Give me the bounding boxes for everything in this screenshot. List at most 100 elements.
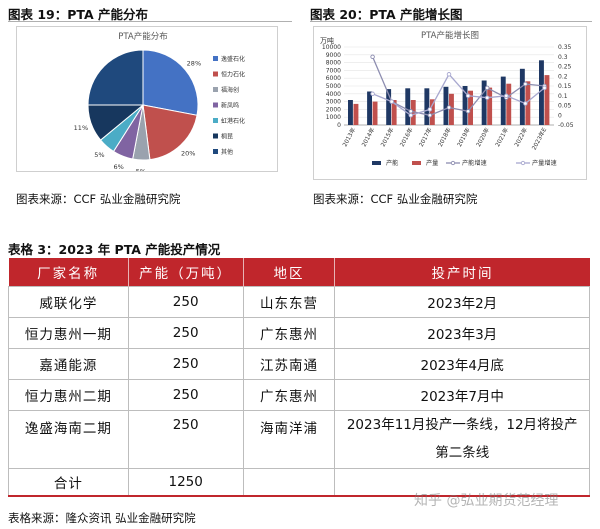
left-tick-label-6: 6000 [326,75,341,82]
table-row: 威联化学 250 山东东营 2023年2月 [8,285,590,318]
header-region: 地区 [243,258,336,286]
pie-legend-swatch-2 [213,87,218,92]
total-label: 合计 [8,467,129,497]
start-time-line-1: 2023年11月投产一条线，12月将投产 [346,417,578,433]
bar-chart-frame: PTA产能增长图 万吨 0 1000 2000 3000 4000 5000 6000 700… [313,26,587,180]
pie-legend-label-0: 逸盛石化 [221,55,245,63]
table-row: 恒力惠州一期 250 广东惠州 2023年3月 [8,316,590,349]
x-tick-label-1: 2014年 [360,126,377,148]
pie-slice-1 [142,104,198,161]
start-time-cell: 2023年3月 [334,316,590,349]
total-empty-region [242,467,336,497]
company-cell: 嘉通能源 [8,347,129,380]
capacity-cell: 250 [127,409,244,469]
bar-产能-7 [481,80,487,125]
bar-chart-title: PTA产能增长图 [421,30,479,41]
x-tick-label-0: 2013年 [341,126,358,148]
pie-data-label-4: 5% [94,151,104,159]
pie-chart-title: PTA产能分布 [118,31,167,42]
line-series-0 [372,56,545,116]
legend-marker-3 [520,160,526,166]
table-row: 嘉通能源 250 江苏南通 2023年4月底 [8,347,590,380]
x-tick-label-7: 2020年 [474,126,491,148]
pie-legend-label-4: 虹港石化 [221,117,245,125]
bar-产量-7 [487,87,493,125]
total-row: 合计 1250 [8,467,590,497]
bar-产能-5 [443,86,449,125]
x-tick-label-2: 2015年 [379,126,396,148]
line-point-1-1 [389,99,394,104]
pie-legend-label-5: 桐昆 [221,133,233,141]
bar-产量-5 [449,93,454,125]
pie-legend-swatch-1 [213,71,218,77]
x-tick-label-4: 2017年 [417,126,434,148]
legend-label-2: 产能增速 [462,159,487,167]
region-cell: 江苏南通 [242,347,336,380]
left-tick-label-1: 1000 [326,114,341,121]
capacity-cell: 250 [127,347,244,380]
table-header-row: 厂家名称 产能（万吨） 地区 投产时间 [8,258,590,286]
pie-legend-swatch-6 [213,149,218,154]
line-point-0-0 [370,54,375,60]
start-time-cell: 2023年4月底 [334,347,590,380]
capacity-table: 厂家名称 产能（万吨） 地区 投产时间 威联化学 250 山东东营 2023年2… [8,258,590,497]
figure-19-rule [8,21,292,22]
company-cell: 逸盛海南二期 [8,409,129,469]
region-cell: 广东惠州 [242,378,336,411]
right-tick-label-2: 0.05 [558,103,572,110]
pie-data-label-3: 6% [114,163,124,171]
table-row: 恒力惠州二期 250 广东惠州 2023年7月中 [8,378,590,411]
right-tick-label-4: 0.15 [558,83,572,90]
bar-产能-8 [500,76,506,125]
bar-产量-2 [391,100,397,125]
right-tick-label-8: 0.35 [558,44,572,51]
line-series-1 [372,73,545,117]
bar-产量-1 [372,101,378,125]
x-tick-label-3: 2016年 [398,126,415,148]
header-capacity: 产能（万吨） [128,258,244,286]
pie-chart-frame: PTA产能分布 28% 20% 5% 6% 5% 11% 逸盛石化恒力石化福海创新凤鸣虹港… [16,26,278,176]
right-tick-label-0: -0.05 [558,122,574,129]
pie-legend-label-1: 恒力石化 [221,71,245,79]
line-point-0-2 [408,109,414,114]
pie-slice-6 [87,49,144,106]
line-point-1-9 [542,85,547,91]
bar-产能-3 [405,88,411,125]
figure-19-title: 图表 19：PTA 产能分布 [8,7,148,22]
legend-label-0: 产能 [386,159,398,167]
bar-产能-9 [519,68,525,125]
right-tick-label-3: 0.1 [558,93,568,100]
line-point-1-0 [370,91,375,97]
bar-产量-9 [525,81,531,125]
bar-产量-8 [506,83,512,125]
line-point-0-3 [427,113,433,118]
pie-data-label-2: 5% [136,168,146,172]
legend-marker-2 [450,160,456,166]
watermark: 知乎 @弘业期货范经理 [414,493,559,509]
left-tick-label-10: 10000 [322,44,341,51]
capacity-cell: 250 [127,285,244,318]
right-tick-label-6: 0.25 [558,64,572,71]
bar-产能-4 [424,88,430,125]
total-empty-time [334,467,590,497]
total-value: 1250 [127,467,244,497]
pie-legend-label-6: 其他 [221,148,233,156]
start-time-cell: 2023年2月 [334,285,590,318]
line-point-1-2 [408,113,414,118]
company-cell: 恒力惠州一期 [8,316,129,349]
line-point-1-8 [523,101,528,106]
pie-legend-label-3: 新凤鸣 [221,102,239,110]
figure-20-rule [310,21,592,22]
x-tick-label-5: 2018年 [436,126,453,148]
bar-产量-3 [410,100,416,125]
left-tick-label-0: 0 [337,122,341,129]
bar-产能-6 [462,86,468,125]
right-tick-label-7: 0.3 [558,54,568,61]
header-company: 厂家名称 [8,258,129,286]
pie-legend-label-2: 福海创 [221,86,239,94]
x-tick-label-8: 2021年 [493,126,510,148]
figure-20-title: 图表 20：PTA 产能增长图 [310,7,463,22]
right-tick-label-5: 0.2 [558,73,568,80]
figure-19-source: 图表来源：CCF 弘业金融研究院 [16,192,181,206]
bar-产能-1 [367,91,372,125]
